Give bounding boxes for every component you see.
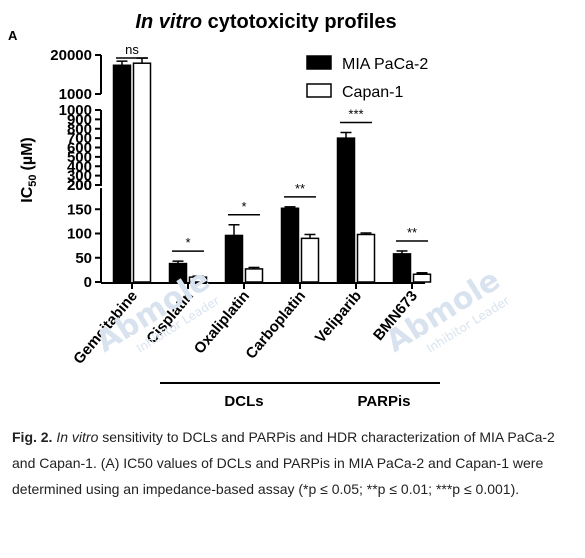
- bar-capan-1: [356, 233, 376, 283]
- bar-capan-1: [412, 273, 432, 283]
- y-tick-label: 600: [67, 140, 92, 157]
- bar-mia-paca-2: [336, 137, 356, 283]
- chart-title-italic: In vitro: [135, 11, 202, 33]
- x-tick-label: BMN673: [370, 288, 421, 344]
- group-label: PARPis: [357, 393, 410, 410]
- x-tick-label: Veliparib: [312, 288, 365, 347]
- significance-label: *: [185, 235, 190, 250]
- y-tick-label: 100: [67, 226, 92, 243]
- group-label: DCLs: [224, 393, 263, 410]
- y-axis-title-unit: (µM): [19, 137, 36, 170]
- significance-label: ns: [125, 42, 139, 57]
- significance-group: ns*********: [116, 42, 428, 252]
- x-tick-label: Oxaliplatin: [191, 288, 253, 358]
- significance-label: **: [407, 225, 417, 240]
- legend-swatch-capan-1: [306, 83, 332, 98]
- caption-italic-lead: In vitro: [56, 429, 99, 445]
- bar-mia-paca-2: [280, 207, 300, 283]
- y-tick-label: 400: [67, 158, 92, 175]
- y-tick-label: 150: [67, 201, 92, 218]
- bars-group: [112, 57, 432, 283]
- y-tick-label: 50: [75, 250, 92, 267]
- y-tick-label: 200: [67, 177, 92, 194]
- axis-break: [100, 186, 104, 189]
- bar-capan-1: [244, 268, 264, 283]
- category-groups: DCLs PARPis: [160, 382, 440, 410]
- bar-capan-1: [300, 237, 320, 283]
- legend: MIA PaCa-2 Capan-1: [306, 55, 428, 101]
- y-tick-label: 900: [67, 111, 92, 128]
- y-tick-label: 1000: [59, 86, 92, 103]
- bar-capan-1: [188, 276, 208, 283]
- x-tick-label: Cisplatin: [143, 288, 197, 347]
- chart-title-rest: cytotoxicity profiles: [202, 11, 397, 33]
- legend-swatch-mia-paca-2: [306, 55, 332, 70]
- y-tick-label: 0: [84, 274, 92, 291]
- panel-label: A: [8, 28, 18, 43]
- y-tick-label: 200: [67, 177, 92, 194]
- y-tick-label: 700: [67, 130, 92, 147]
- legend-label: Capan-1: [342, 84, 403, 101]
- bar-mia-paca-2: [224, 234, 244, 283]
- y-axis-title-subscript: 50: [27, 174, 39, 186]
- y-tick-label: 1000: [59, 102, 92, 119]
- figure-caption: Fig. 2. In vitro sensitivity to DCLs and…: [12, 424, 574, 502]
- bar-mia-paca-2: [392, 253, 412, 283]
- x-tick-labels: Gemcitabine CisplatinOxaliplatinCarboplat…: [70, 283, 421, 368]
- x-tick-label: Gemcitabine: [70, 288, 141, 368]
- caption-fig-label: Fig. 2.: [12, 429, 53, 445]
- y-tick-label: 800: [67, 121, 92, 138]
- y-tick-label: 300: [67, 168, 92, 185]
- figure-chart: In vitro cytotoxicity profiles A IC50(µM…: [8, 11, 440, 410]
- y-axis-title: IC50 (µM): [19, 137, 39, 202]
- y-tick-label: 20000: [50, 47, 92, 64]
- y-axis-title-main: IC: [19, 186, 36, 202]
- chart-title: In vitro cytotoxicity profiles: [135, 11, 396, 33]
- bar-mia-paca-2: [168, 262, 188, 283]
- significance-label: *: [241, 199, 246, 214]
- y-tick-label: 500: [67, 149, 92, 166]
- bar-capan-1: [132, 62, 152, 283]
- axes-group: 0501001502002003004005006007008009001000…: [50, 47, 425, 291]
- significance-label: **: [295, 181, 305, 196]
- legend-label: MIA PaCa-2: [342, 56, 428, 73]
- axis-break: [100, 96, 104, 109]
- significance-label: ***: [348, 107, 363, 122]
- caption-text: sensitivity to DCLs and PARPis and HDR c…: [12, 429, 555, 497]
- bar-mia-paca-2: [112, 64, 132, 283]
